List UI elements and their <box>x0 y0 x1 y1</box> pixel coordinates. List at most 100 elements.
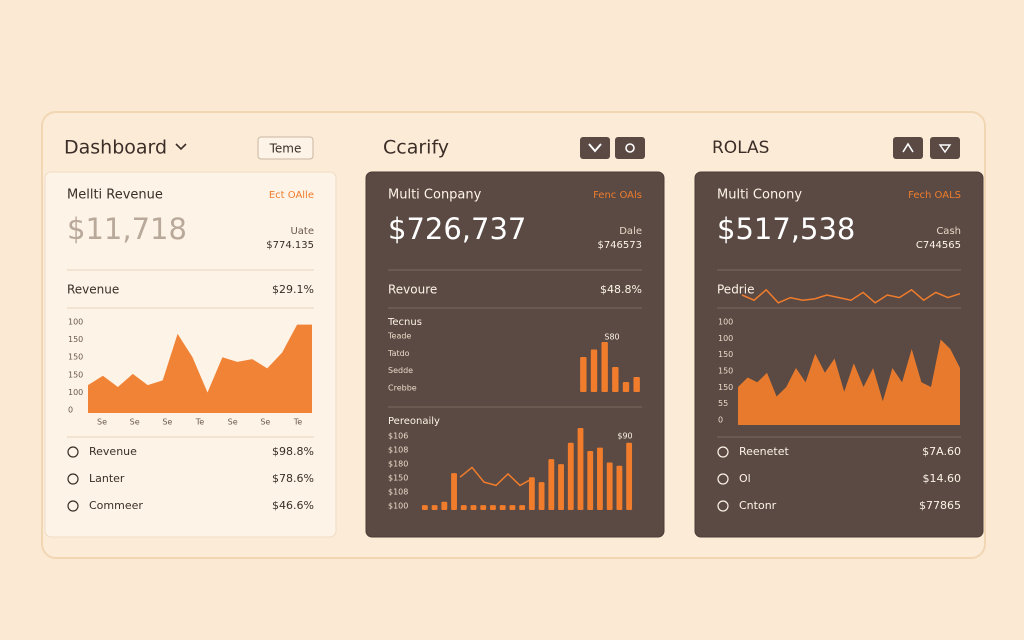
right-title: ROLAS <box>712 138 769 158</box>
bar <box>558 464 564 510</box>
bar <box>431 505 438 510</box>
card-link[interactable]: Fech OALS <box>908 190 961 201</box>
line <box>741 288 961 304</box>
bar <box>622 382 630 392</box>
bar <box>577 428 584 510</box>
bar <box>587 450 594 510</box>
chevron[interactable] <box>175 143 187 151</box>
bar <box>519 505 526 510</box>
big-value: $11,718 <box>67 212 187 246</box>
x-label: Se <box>260 418 270 427</box>
card-link[interactable]: Fenc OAls <box>593 190 642 201</box>
y-label: $100 <box>388 502 408 511</box>
header-title: Dashboard <box>64 137 167 159</box>
x-label: Se <box>162 418 172 427</box>
item-value: $77865 <box>919 499 961 512</box>
bar <box>626 442 633 510</box>
y-label: Sedde <box>388 366 413 375</box>
chart-note: S80 <box>604 333 619 342</box>
y-label: 0 <box>718 416 723 425</box>
bar <box>606 462 613 510</box>
card-title: Multi Conony <box>717 188 802 203</box>
side-label: Dale <box>619 226 642 237</box>
row-value: $48.8% <box>600 283 642 296</box>
x-label: Te <box>293 418 303 427</box>
side-label: Cash <box>936 226 961 237</box>
y-label: 150 <box>68 353 83 362</box>
big-value: $517,538 <box>717 212 855 246</box>
y-label: 150 <box>718 350 733 359</box>
x-label: Se <box>97 418 107 427</box>
line <box>459 466 533 487</box>
item-label: Ol <box>739 472 751 485</box>
side-label: Uate <box>290 226 314 237</box>
y-label: 100 <box>68 318 83 327</box>
bar <box>460 505 467 510</box>
bar <box>480 505 487 510</box>
row-label: Revenue <box>67 283 119 297</box>
bar <box>538 482 545 510</box>
item-icon <box>717 500 729 512</box>
bar <box>499 505 506 510</box>
icon <box>902 142 914 153</box>
bar <box>597 447 603 510</box>
side-value: $746573 <box>597 240 642 251</box>
item-label: Lanter <box>89 472 125 485</box>
area <box>738 339 960 425</box>
item-icon <box>67 473 79 485</box>
chart-title: Tecnus <box>387 317 422 328</box>
icon <box>625 143 635 153</box>
icon-button[interactable] <box>893 137 923 159</box>
y-label: $150 <box>388 474 408 483</box>
item-icon <box>67 446 79 458</box>
bar <box>548 459 555 510</box>
bar <box>567 442 574 510</box>
icon-button[interactable] <box>930 137 960 159</box>
y-label: 100 <box>68 388 83 397</box>
y-label: Tatdo <box>387 349 410 358</box>
header-button-label[interactable]: Teme <box>269 142 302 156</box>
bar <box>470 505 477 510</box>
card-link[interactable]: Ect OAlle <box>269 190 314 201</box>
y-label: 150 <box>718 367 733 376</box>
x-label: Se <box>228 418 238 427</box>
chart-note: $90 <box>617 432 632 441</box>
y-label: $106 <box>388 432 408 441</box>
card-title: Mellti Revenue <box>67 188 163 203</box>
center-title: Ccarify <box>383 137 449 159</box>
item-value: $98.8% <box>272 445 314 458</box>
bar <box>580 357 587 392</box>
icon <box>588 143 602 153</box>
icon-button[interactable] <box>580 137 610 159</box>
y-label: 55 <box>718 399 728 408</box>
row-label: Pedrie <box>717 283 754 297</box>
row-label: Revoure <box>388 283 437 297</box>
y-label: Teade <box>387 332 411 341</box>
bar <box>509 505 516 510</box>
bar <box>616 465 623 510</box>
bar <box>421 505 428 510</box>
row-value: $29.1% <box>272 283 314 296</box>
icon-button[interactable] <box>615 137 645 159</box>
bar <box>490 505 496 510</box>
y-label: 0 <box>68 406 73 415</box>
item-label: Cntonr <box>739 499 777 512</box>
big-value: $726,737 <box>388 212 526 246</box>
item-value: $7A.60 <box>922 445 961 458</box>
bar <box>590 349 598 392</box>
y-label: $180 <box>388 460 408 469</box>
y-label: 150 <box>68 370 83 379</box>
x-label: Te <box>195 418 205 427</box>
side-value: $774.135 <box>266 240 314 251</box>
card <box>694 171 984 538</box>
header-button[interactable] <box>257 136 314 160</box>
y-label: 150 <box>68 335 83 344</box>
card-title: Multi Conpany <box>388 188 482 203</box>
item-icon <box>717 446 729 458</box>
bar <box>612 367 619 392</box>
item-icon <box>717 473 729 485</box>
y-label: $108 <box>388 488 408 497</box>
card <box>365 171 665 538</box>
